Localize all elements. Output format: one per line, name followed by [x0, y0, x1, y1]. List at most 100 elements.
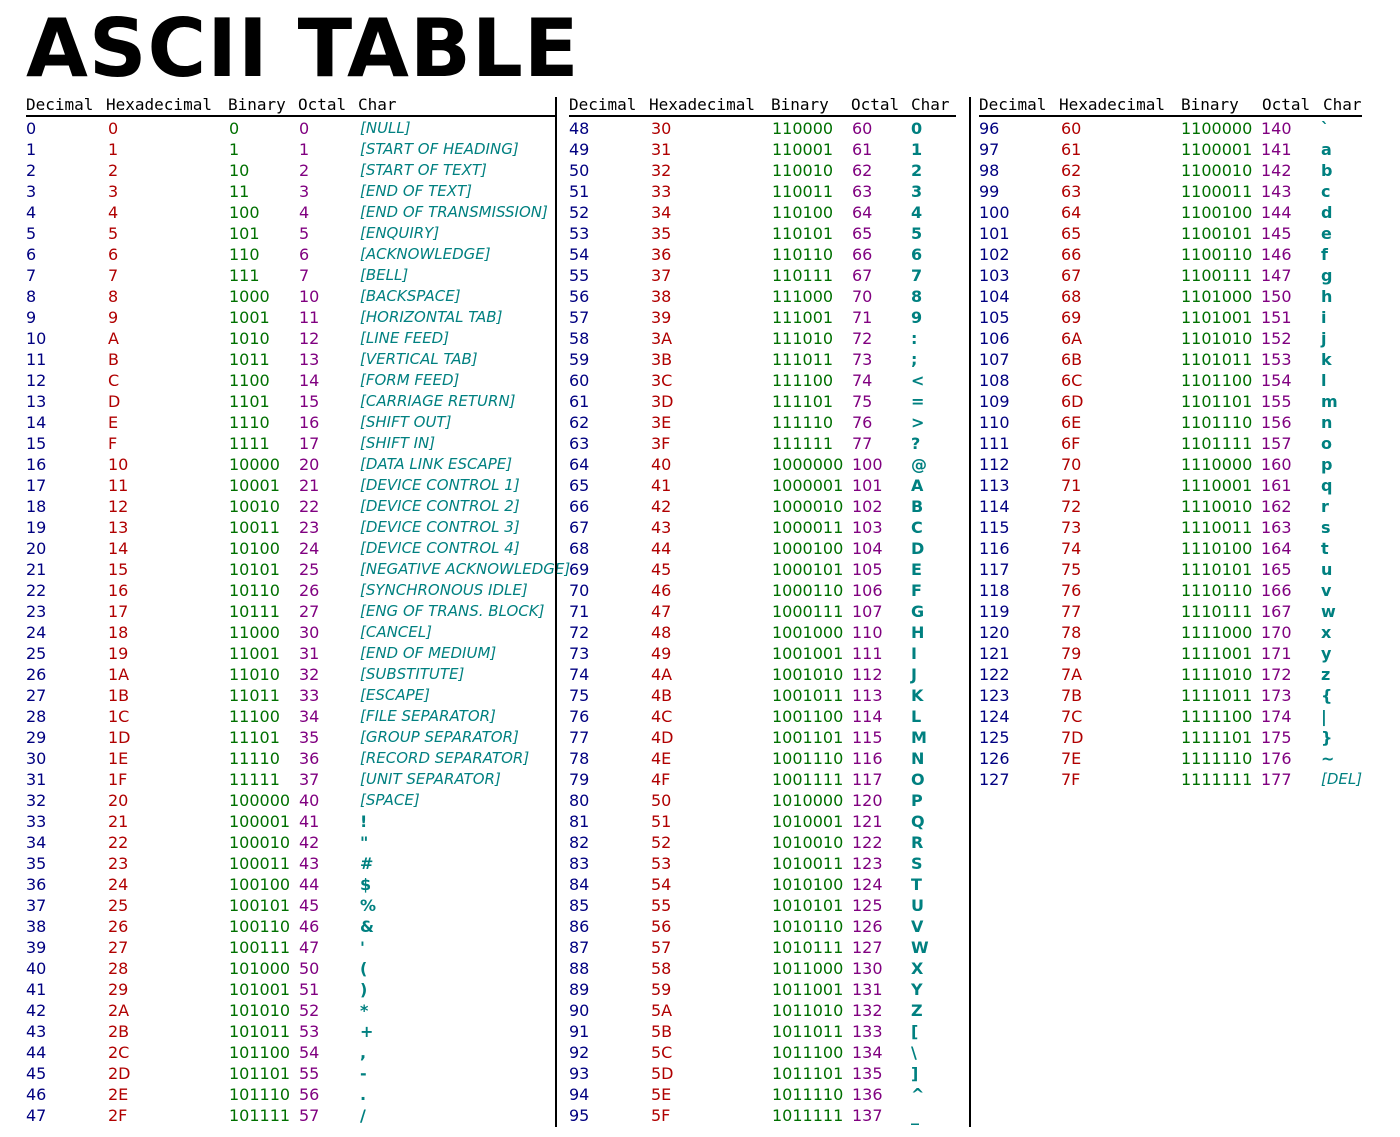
octal-cell: 145 [1261, 224, 1292, 243]
octal-cell: 175 [1261, 728, 1292, 747]
decimal-cell: 29 [26, 728, 47, 747]
hexadecimal-cell: 64 [1061, 203, 1082, 222]
char-cell: [SUBSTITUTE] [360, 665, 465, 683]
table-row: 62 3E 111110 76 > [569, 412, 949, 433]
octal-cell: 72 [852, 329, 873, 348]
hexadecimal-cell: 25 [108, 896, 129, 915]
char-cell: w [1321, 602, 1336, 621]
table-row: 3 3 11 3 [END OF TEXT] [26, 181, 472, 202]
table-row: 75 4B 1001011 113 K [569, 685, 949, 706]
binary-cell: 11010 [229, 665, 280, 684]
table-row: 76 4C 1001100 114 L [569, 706, 949, 727]
decimal-cell: 35 [26, 854, 47, 873]
hexadecimal-cell: 75 [1061, 560, 1082, 579]
decimal-cell: 63 [569, 434, 590, 453]
octal-cell: 114 [852, 707, 883, 726]
table-row: 85 55 1010101 125 U [569, 895, 949, 916]
octal-cell: 15 [299, 392, 320, 411]
decimal-cell: 71 [569, 602, 590, 621]
binary-cell: 110011 [772, 182, 834, 201]
header-rule [979, 115, 1362, 117]
binary-cell: 101001 [229, 980, 291, 999]
hexadecimal-cell: 56 [651, 917, 672, 936]
octal-cell: 107 [852, 602, 883, 621]
table-row: 19 13 10011 23 [DEVICE CONTROL 3] [26, 517, 520, 538]
table-row: 10 A 1010 12 [LINE FEED] [26, 328, 449, 349]
char-cell: F [911, 581, 922, 600]
table-row: 95 5F 1011111 137 _ [569, 1105, 949, 1126]
char-cell: } [1321, 728, 1333, 747]
hexadecimal-cell: 5E [651, 1085, 672, 1104]
hexadecimal-cell: 79 [1061, 644, 1082, 663]
decimal-cell: 68 [569, 539, 590, 558]
octal-cell: 67 [852, 266, 873, 285]
column-header-char: Char [358, 95, 397, 114]
hexadecimal-cell: 4D [651, 728, 674, 747]
decimal-cell: 80 [569, 791, 590, 810]
hexadecimal-cell: 1B [108, 686, 130, 705]
binary-cell: 11111 [229, 770, 280, 789]
binary-cell: 1011100 [772, 1043, 844, 1062]
octal-cell: 127 [852, 938, 883, 957]
char-cell: r [1321, 497, 1329, 516]
decimal-cell: 120 [979, 623, 1010, 642]
binary-cell: 1101011 [1181, 350, 1253, 369]
binary-cell: 10100 [229, 539, 280, 558]
table-row: 46 2E 101110 56. [26, 1084, 406, 1105]
table-row: 71 47 1000111 107 G [569, 601, 949, 622]
hexadecimal-cell: 61 [1061, 140, 1082, 159]
hexadecimal-cell: 4A [651, 665, 673, 684]
char-cell: J [911, 665, 917, 684]
char-cell: i [1321, 308, 1327, 327]
decimal-cell: 76 [569, 707, 590, 726]
octal-cell: 103 [852, 518, 883, 537]
octal-cell: 53 [299, 1022, 320, 1041]
table-row: 115 73 1110011 163 s [979, 517, 1359, 538]
table-row: 41 29 101001 51) [26, 979, 406, 1000]
column-header-octal: Octal [851, 95, 900, 114]
binary-cell: 101 [229, 224, 260, 243]
decimal-cell: 79 [569, 770, 590, 789]
section-divider [555, 97, 557, 1127]
hexadecimal-cell: 69 [1061, 308, 1082, 327]
char-cell: W [911, 938, 929, 957]
char-cell: [ACKNOWLEDGE] [360, 245, 491, 263]
binary-cell: 1101101 [1181, 392, 1253, 411]
decimal-cell: 96 [979, 119, 1000, 138]
decimal-cell: 9 [26, 308, 37, 327]
char-cell: ) [360, 980, 368, 999]
octal-cell: 167 [1261, 602, 1292, 621]
char-cell: @ [911, 455, 927, 474]
octal-cell: 10 [299, 287, 320, 306]
table-row: 38 26 100110 46 & [26, 916, 406, 937]
octal-cell: 120 [852, 791, 883, 810]
binary-cell: 110100 [772, 203, 834, 222]
table-row: 84 54 1010100 124 T [569, 874, 949, 895]
char-cell: g [1321, 266, 1333, 285]
table-row: 101 65 1100101 145 e [979, 223, 1359, 244]
decimal-cell: 36 [26, 875, 47, 894]
decimal-cell: 116 [979, 539, 1010, 558]
table-row: 36 24 100100 44 $ [26, 874, 406, 895]
binary-cell: 10001 [229, 476, 280, 495]
decimal-cell: 97 [979, 140, 1000, 159]
hexadecimal-cell: 7B [1061, 686, 1083, 705]
hexadecimal-cell: 17 [108, 602, 129, 621]
table-row: 106 6A 1101010 152 j [979, 328, 1359, 349]
char-cell: 9 [911, 308, 923, 327]
hexadecimal-cell: 68 [1061, 287, 1082, 306]
octal-cell: 126 [852, 917, 883, 936]
binary-cell: 1010011 [772, 854, 844, 873]
table-row: 20 14 10100 24 [DEVICE CONTROL 4] [26, 538, 520, 559]
table-row: 96 60 1100000 140 ` [979, 118, 1359, 139]
binary-cell: 1100100 [1181, 203, 1253, 222]
binary-cell: 1100001 [1181, 140, 1253, 159]
octal-cell: 154 [1261, 371, 1292, 390]
char-cell: : [911, 329, 918, 348]
octal-cell: 172 [1261, 665, 1292, 684]
char-cell: | [1321, 707, 1327, 726]
binary-cell: 1100110 [1181, 245, 1253, 264]
char-cell: = [911, 392, 925, 411]
char-cell: [HORIZONTAL TAB] [360, 308, 503, 326]
char-cell: [RECORD SEPARATOR] [360, 749, 530, 767]
